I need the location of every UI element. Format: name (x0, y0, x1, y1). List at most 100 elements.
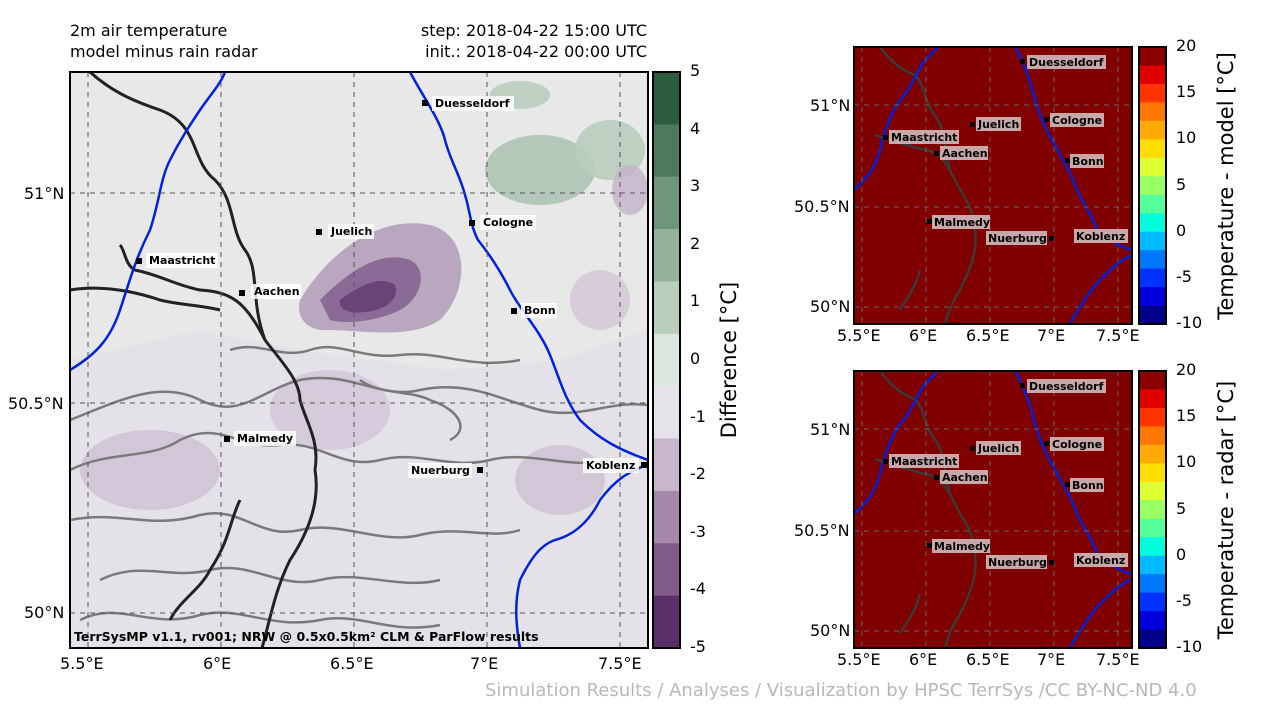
city-marker-cologne (469, 220, 475, 226)
city-label-juelich: Juelich (330, 225, 372, 238)
radar-colorbar-tick: 0 (1176, 544, 1187, 564)
radar-colorbar-segment (1139, 389, 1166, 409)
city-marker-bonn (511, 308, 517, 314)
model-colorbar-tick: 20 (1176, 36, 1197, 55)
model-colorbar-label: Temperature - model [°C] (1214, 52, 1238, 320)
terrain-contours (70, 345, 648, 629)
rivers (70, 72, 648, 648)
radar-colorbar-segment (1139, 537, 1166, 557)
model-colorbar-segment (1139, 157, 1166, 177)
model-lon-tick: 6°E (909, 326, 938, 345)
model-colorbar-tick: 10 (1176, 128, 1197, 148)
step-label: step: 2018-04-22 15:00 UTC (420, 21, 647, 40)
radar-colorbar-segment (1139, 444, 1166, 464)
model-label-duesseldorf: Duesseldorf (1029, 56, 1104, 69)
main-city-markers (136, 100, 647, 473)
city-label-maastricht: Maastricht (149, 254, 215, 267)
model-colorbar-segment (1139, 65, 1166, 85)
city-marker-juelich (316, 229, 322, 235)
model-label-cologne: Cologne (1052, 114, 1102, 127)
difference-colorbar-tick: -2 (690, 464, 706, 484)
radar-label-malmedy: Malmedy (934, 540, 990, 553)
difference-colorbar-segment (653, 386, 680, 440)
radar-colorbar-segment (1139, 426, 1166, 446)
radar-colorbar-tick: 5 (1176, 498, 1187, 518)
model-colorbar-segment (1139, 120, 1166, 140)
radar-map-rivers (854, 371, 1132, 648)
difference-colorbar-segment (653, 124, 680, 178)
difference-colorbar-tick: 0 (690, 349, 701, 368)
difference-colorbar-tick: 5 (690, 61, 701, 80)
model-colorbar-segment (1139, 305, 1166, 325)
model-colorbar-tick: -5 (1176, 266, 1192, 286)
city-label-aachen: Aachen (254, 285, 300, 298)
model-map-background (854, 47, 1132, 324)
difference-colorbar-tick: -1 (690, 406, 706, 426)
radar-label-cologne: Cologne (1052, 438, 1102, 451)
city-label-koblenz: Koblenz (586, 459, 635, 472)
radar-colorbar-tick: -5 (1176, 590, 1192, 610)
radar-label-juelich: Juelich (977, 442, 1019, 455)
main-lon-tick: 7.5°E (598, 654, 642, 673)
main-lat-tick: 50.5°N (8, 394, 64, 413)
main-lon-tick: 6°E (203, 654, 232, 673)
radar-label-nuerburg: Nuerburg (988, 556, 1047, 569)
radar-lat-tick: 50°N (810, 621, 851, 640)
model-colorbar-frame (1138, 46, 1167, 325)
difference-colorbar-segment (653, 176, 680, 230)
main-map-frame (69, 71, 649, 649)
main-lon-tick: 7°E (470, 654, 499, 673)
difference-colorbar-segment (653, 72, 680, 125)
model-label-malmedy: Malmedy (934, 216, 990, 229)
city-marker-malmedy (224, 436, 230, 442)
radar-city-markers (883, 383, 1070, 565)
city-marker-duesseldorf (422, 100, 428, 106)
difference-colorbar-tick: 1 (690, 291, 701, 311)
model-colorbar-segment (1139, 194, 1166, 214)
city-marker-nuerburg (477, 467, 483, 473)
model-label-bonn: Bonn (1072, 155, 1104, 168)
model-lon-tick: 7.5°E (1096, 326, 1140, 345)
model-colorbar-tick: -10 (1176, 313, 1203, 332)
radar-colorbar-segment (1139, 574, 1166, 594)
radar-label-duesseldorf: Duesseldorf (1029, 380, 1104, 393)
difference-colorbar-segment (653, 229, 680, 282)
radar-colorbar-segment (1139, 407, 1166, 427)
city-marker-koblenz (641, 462, 647, 468)
city-label-bonn: Bonn (524, 304, 556, 317)
model-colorbar-segment (1139, 231, 1166, 251)
radar-colorbar-frame (1138, 370, 1167, 649)
radar-lon-tick: 5.5°E (837, 650, 881, 669)
radar-colorbar-segment (1139, 555, 1166, 575)
radar-colorbar-tick: 10 (1176, 452, 1197, 472)
model-label-koblenz: Koblenz (1076, 230, 1125, 243)
model-colorbar-segment (1139, 250, 1166, 270)
city-marker-maastricht (136, 258, 142, 264)
radar-colorbar-segment (1139, 481, 1166, 501)
radar-colorbar-tick: -10 (1176, 637, 1203, 656)
main-lon-tick: 6.5°E (330, 654, 374, 673)
model-label-maastricht: Maastricht (891, 131, 957, 144)
model-colorbar-tick: 15 (1176, 82, 1197, 102)
main-grid (70, 72, 648, 648)
radar-label-aachen: Aachen (942, 471, 988, 484)
radar-lat-tick: 51°N (810, 420, 851, 439)
radar-colorbar-segment (1139, 592, 1166, 612)
model-lat-tick: 50°N (810, 297, 851, 316)
positive-difference-area (485, 81, 648, 215)
title-line2: model minus rain radar (70, 42, 258, 61)
difference-colorbar-tick: -5 (690, 637, 706, 656)
radar-lat-tick: 50.5°N (794, 521, 850, 540)
footer-credit: Simulation Results / Analyses / Visualiz… (485, 680, 1197, 701)
city-label-nuerburg: Nuerburg (411, 464, 470, 477)
difference-colorbar-segment (653, 595, 680, 649)
radar-colorbar (1139, 371, 1166, 649)
radar-colorbar-segment (1139, 629, 1166, 649)
difference-colorbar-tick: 4 (690, 118, 701, 138)
model-map-rivers (854, 47, 1132, 324)
difference-colorbar-label: Difference [°C] (717, 281, 741, 439)
model-lon-tick: 5.5°E (837, 326, 881, 345)
model-lat-tick: 51°N (810, 96, 851, 115)
model-colorbar-segment (1139, 83, 1166, 103)
